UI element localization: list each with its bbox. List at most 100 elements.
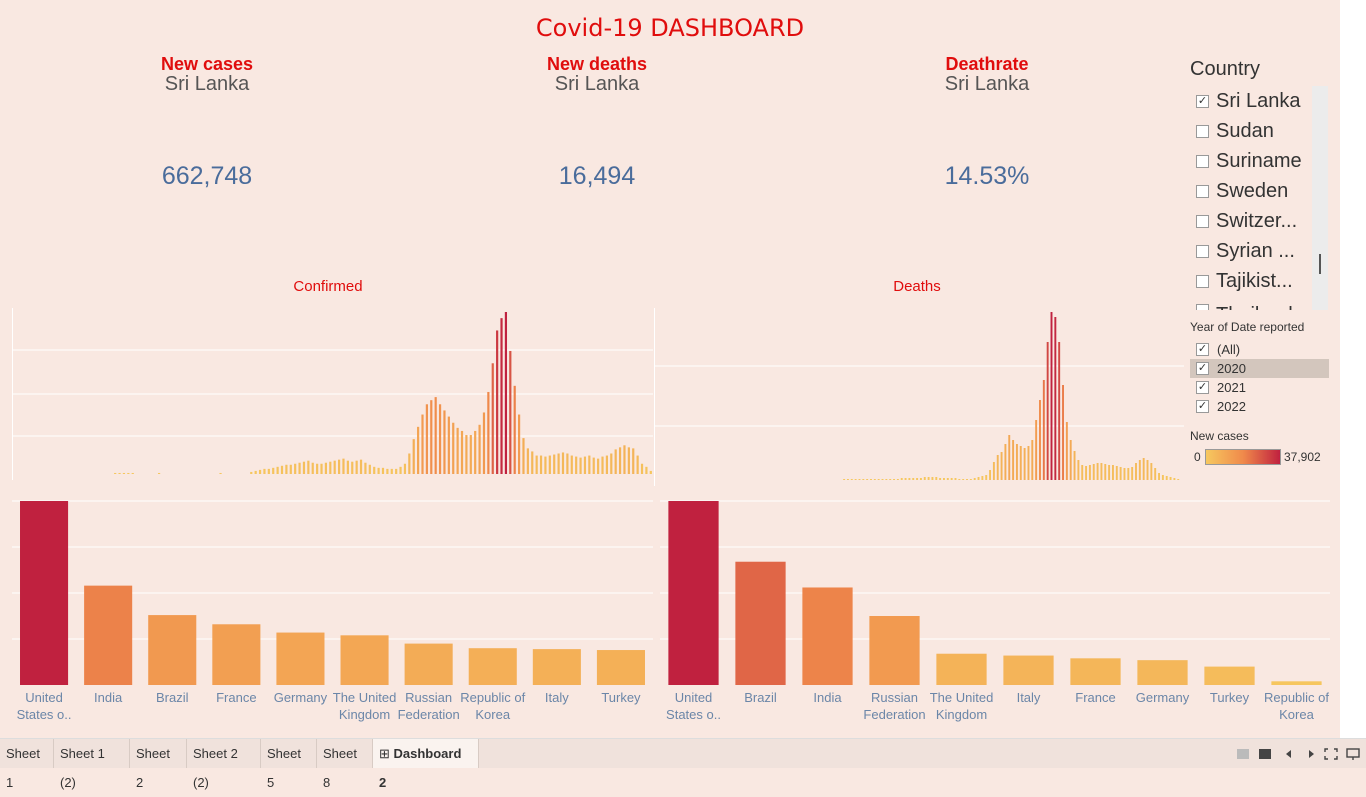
top-countries-cases-chart[interactable]: United States o.. India Brazil France Germany…: [12, 490, 653, 730]
country-option[interactable]: Suriname: [1196, 146, 1302, 176]
checkbox[interactable]: [1196, 184, 1209, 198]
sheet-tab[interactable]: Sheet 5: [261, 739, 317, 790]
bar-mark: [368, 464, 371, 474]
year-option-label: 2021: [1217, 380, 1246, 395]
country-option[interactable]: Syrian ...: [1196, 236, 1295, 266]
deaths-time-chart[interactable]: [654, 308, 1184, 486]
bar-mark: [84, 585, 133, 685]
bar-mark: [118, 472, 121, 474]
bar-mark: [395, 468, 398, 474]
category-label: Brazil: [156, 690, 189, 705]
kpi-new-cases[interactable]: New cases Sri Lanka 662,748: [87, 54, 327, 204]
bar-mark: [896, 479, 899, 480]
category-label: Germany: [274, 690, 328, 705]
bar-mark: [900, 478, 903, 480]
country-option[interactable]: ✓ Sri Lanka: [1196, 86, 1301, 116]
country-option-label: Sudan: [1216, 119, 1274, 142]
bar-mark: [969, 479, 972, 480]
sheet-tab[interactable]: Sheet 2: [130, 739, 187, 790]
country-option[interactable]: Thailand: [1196, 296, 1293, 310]
checked-checkbox[interactable]: ✓: [1196, 343, 1209, 356]
bar-mark: [583, 456, 587, 474]
checked-checkbox[interactable]: ✓: [1196, 400, 1209, 413]
bar-mark: [1158, 473, 1160, 480]
checkbox[interactable]: [1196, 214, 1209, 228]
bar-mark: [862, 479, 865, 480]
filmstrip-icon[interactable]: [1258, 748, 1272, 760]
bar-mark: [346, 460, 349, 474]
checkbox[interactable]: [1196, 154, 1209, 168]
checked-checkbox[interactable]: ✓: [1196, 362, 1209, 375]
bar-mark: [877, 479, 880, 480]
year-option[interactable]: ✓ (All): [1190, 340, 1329, 359]
confirmed-time-chart[interactable]: [12, 308, 653, 480]
category-label: The United Kingdom: [930, 690, 994, 722]
year-option[interactable]: ✓ 2021: [1190, 378, 1329, 397]
checked-checkbox[interactable]: ✓: [1196, 94, 1209, 108]
bar-mark: [881, 479, 884, 480]
bar-mark: [873, 479, 876, 480]
checkbox[interactable]: [1196, 244, 1209, 258]
top-countries-deaths-chart[interactable]: United States o.. Brazil India Russian Federa…: [660, 490, 1330, 730]
bar-mark: [447, 416, 450, 474]
category-label: Germany: [1136, 690, 1190, 705]
bar-mark: [1012, 440, 1015, 480]
bar-mark: [939, 478, 942, 480]
category-label: Italy: [1017, 690, 1041, 705]
bar-mark: [456, 427, 459, 474]
bar-mark: [1004, 444, 1007, 480]
sheet-tab[interactable]: Sheet 1: [0, 739, 54, 790]
bar-mark: [1111, 465, 1114, 480]
year-option[interactable]: ✓ 2020: [1190, 359, 1329, 378]
bar-mark: [324, 462, 328, 474]
bar-mark: [1065, 422, 1068, 480]
checked-checkbox[interactable]: ✓: [1196, 381, 1209, 394]
country-option-label: Switzer...: [1216, 209, 1298, 232]
bar-mark: [1161, 475, 1164, 480]
category-label: Turkey: [601, 690, 641, 705]
kpi-country: Sri Lanka: [944, 73, 1030, 95]
legend-title: New cases: [1190, 429, 1249, 443]
bar-mark: [532, 649, 581, 685]
show-sheets-grid-icon[interactable]: [1236, 748, 1250, 760]
bar-mark: [985, 475, 988, 480]
bar-mark: [1031, 440, 1034, 480]
country-option[interactable]: Sudan: [1196, 116, 1274, 146]
bar-mark: [548, 455, 551, 474]
previous-sheet-icon[interactable]: [1282, 748, 1296, 760]
year-option[interactable]: ✓ 2022: [1190, 397, 1329, 416]
country-option[interactable]: Sweden: [1196, 176, 1288, 206]
sheet-tab[interactable]: Sheet 8: [317, 739, 373, 790]
country-filter-title: Country: [1190, 58, 1261, 80]
country-option[interactable]: Switzer...: [1196, 206, 1297, 236]
bar-mark: [1150, 463, 1153, 480]
bar-mark: [1177, 479, 1180, 480]
bar-mark: [1015, 444, 1018, 480]
bar-mark: [889, 479, 892, 480]
country-filter-scrollbar[interactable]: [1312, 86, 1328, 310]
kpi-deathrate[interactable]: Deathrate Sri Lanka 14.53%: [867, 54, 1107, 204]
bar-mark: [276, 466, 279, 474]
checkbox[interactable]: [1196, 304, 1209, 310]
scrollbar-thumb[interactable]: [1319, 254, 1321, 274]
bar-mark: [1077, 460, 1080, 480]
checkbox[interactable]: [1196, 124, 1209, 138]
sheet-tab[interactable]: Sheet 1 (2): [54, 739, 130, 790]
bar-mark: [1173, 478, 1176, 480]
bar-mark: [958, 479, 961, 480]
fit-screen-icon[interactable]: [1324, 748, 1338, 760]
sheet-tab[interactable]: Sheet 2 (2): [187, 739, 261, 790]
bar-mark: [272, 467, 275, 474]
category-label: France: [216, 690, 256, 705]
sheet-tab[interactable]: ⊞ Dashboard 2: [373, 739, 479, 790]
kpi-title: New cases: [160, 54, 254, 74]
kpi-new-deaths[interactable]: New deaths Sri Lanka 16,494: [477, 54, 717, 204]
bar-mark: [267, 468, 270, 474]
country-option[interactable]: Tajikist...: [1196, 266, 1293, 296]
checkbox[interactable]: [1196, 274, 1209, 288]
bar-mark: [430, 400, 433, 474]
sheet-tab-label: Sheet 5: [267, 746, 301, 790]
next-sheet-icon[interactable]: [1304, 748, 1318, 760]
bar-mark: [614, 449, 617, 474]
presentation-mode-icon[interactable]: [1346, 748, 1360, 760]
